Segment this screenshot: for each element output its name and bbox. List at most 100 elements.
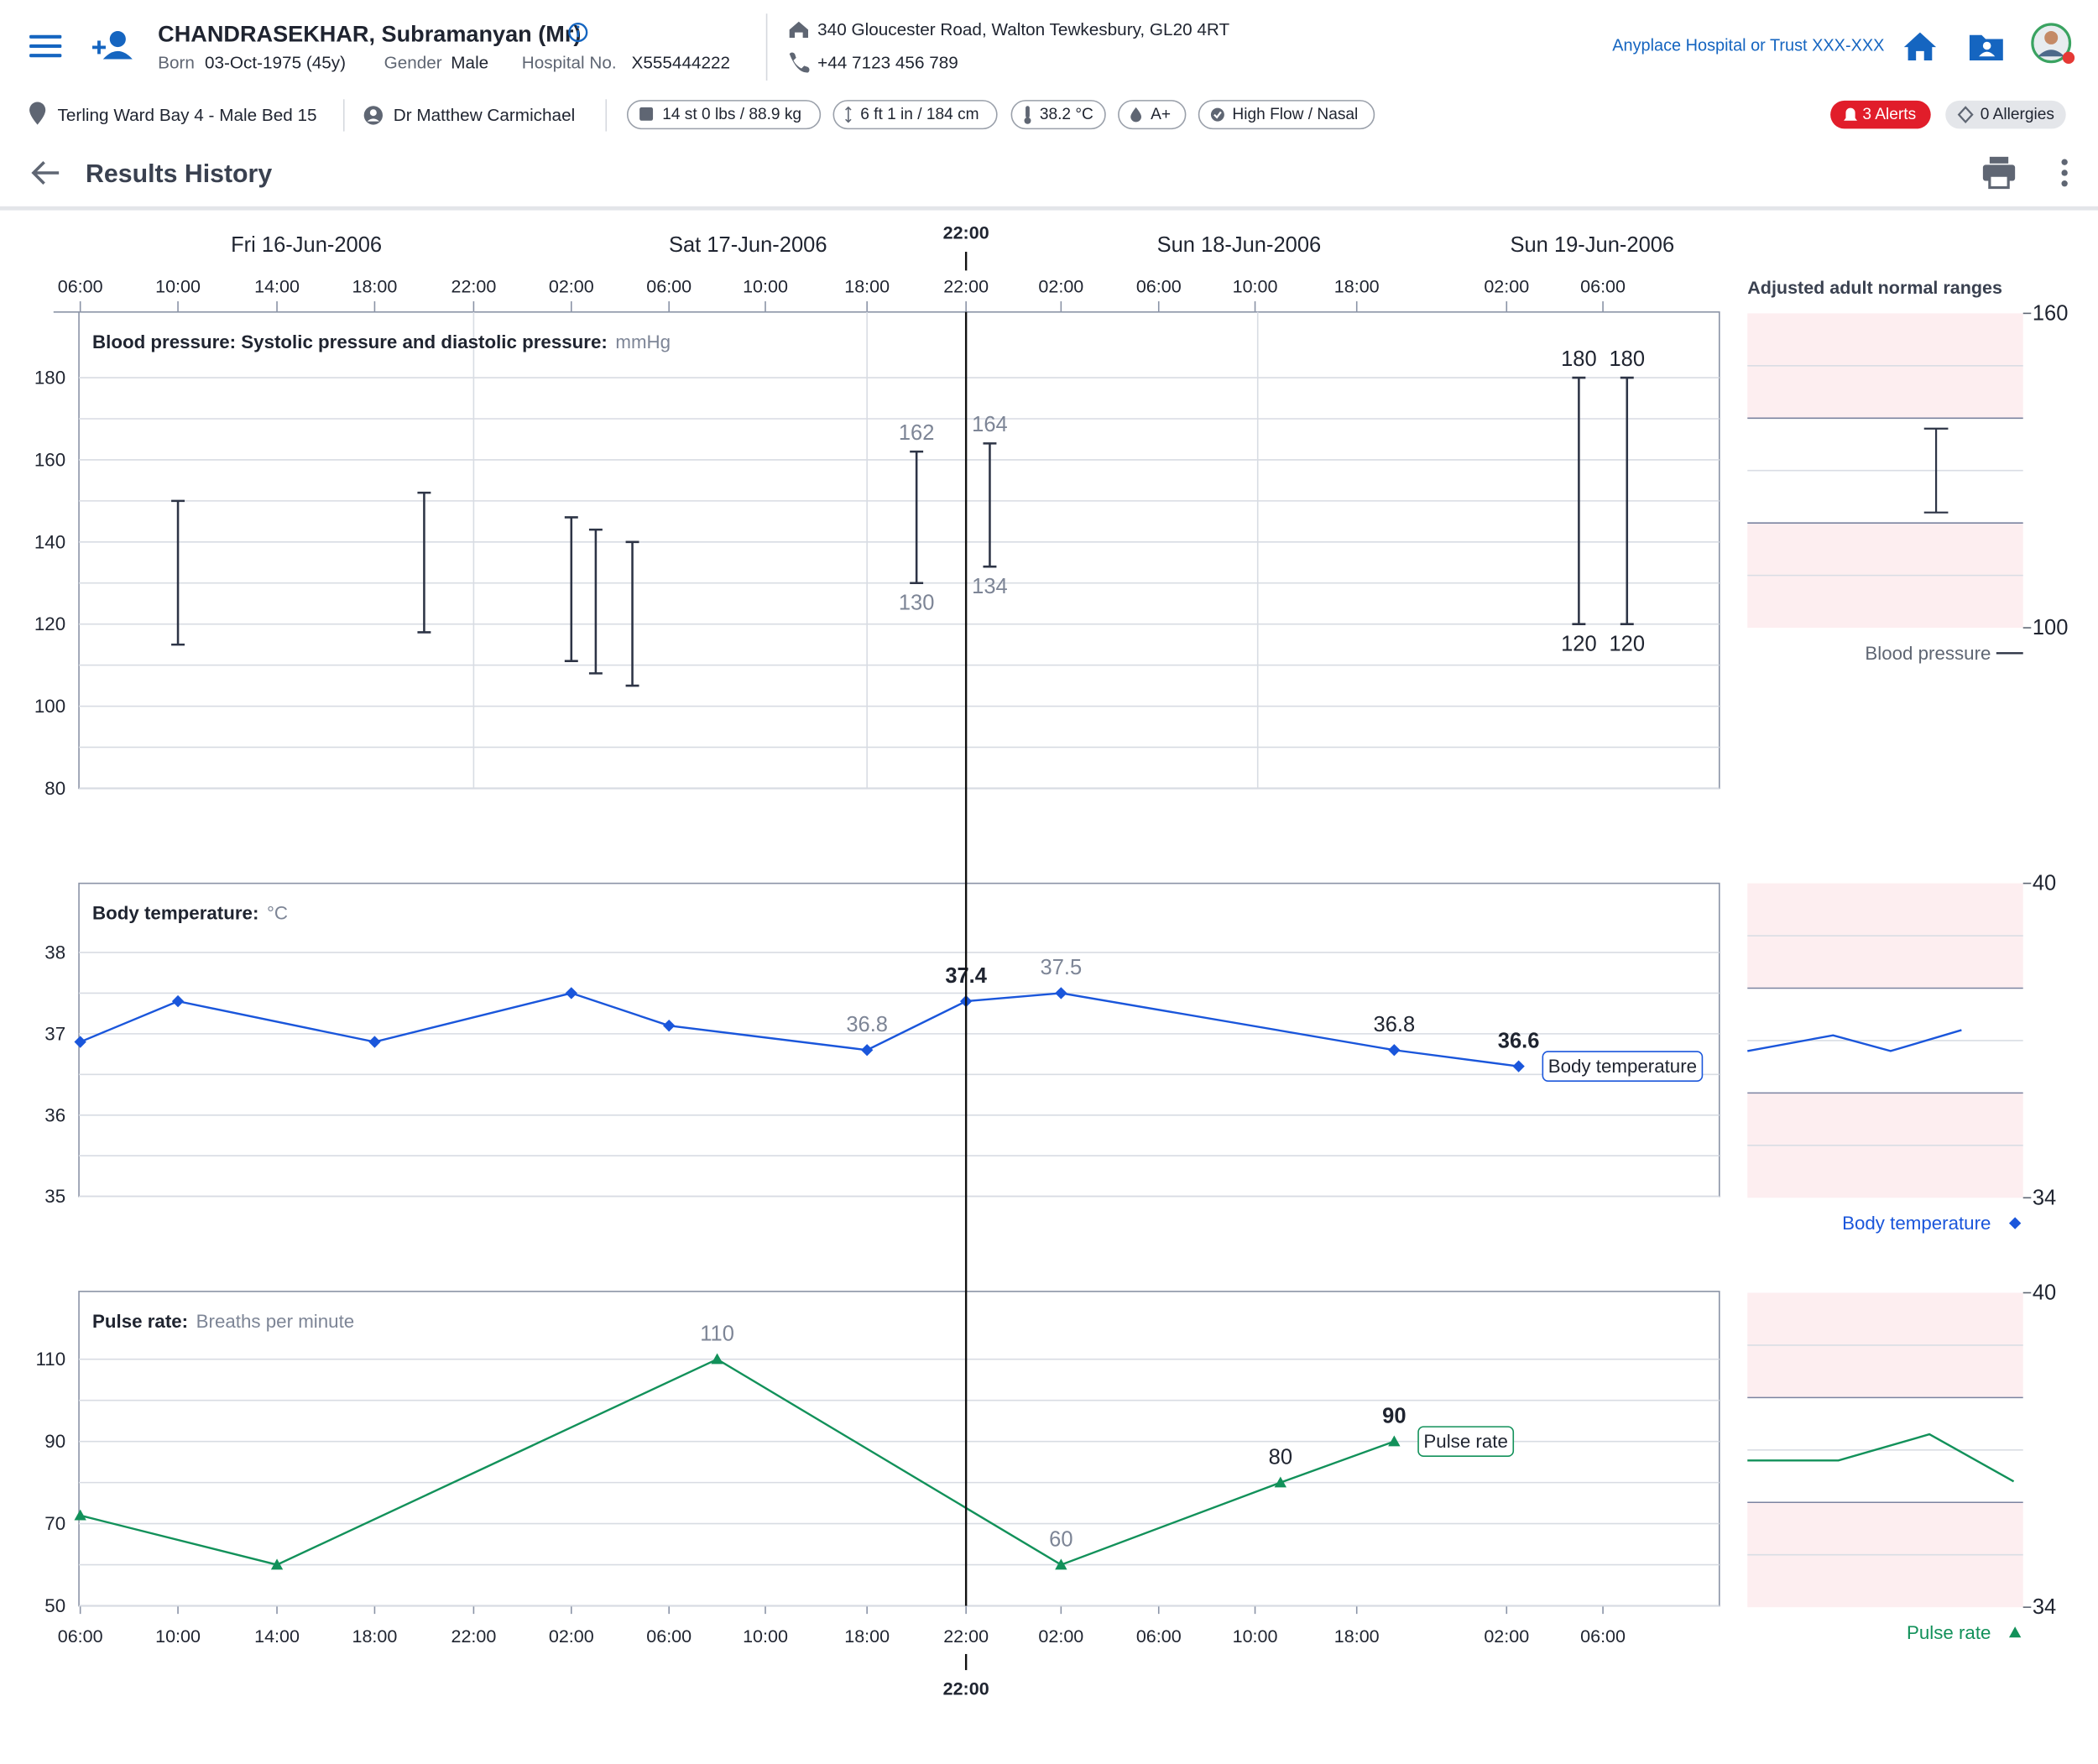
y-tick-label: 37	[44, 1023, 65, 1044]
data-point	[1388, 1044, 1401, 1057]
data-label: 180	[1561, 347, 1597, 371]
x-tick-label: 02:00	[549, 276, 594, 296]
info-button[interactable]	[568, 23, 588, 43]
data-point	[1055, 1558, 1067, 1570]
y-tick-label: 36	[44, 1104, 65, 1125]
data-point	[1512, 1060, 1525, 1072]
legend-label: Pulse rate	[1907, 1622, 1991, 1643]
legend-swatch	[2008, 1217, 2022, 1229]
x-tick-label: 06:00	[1580, 276, 1626, 296]
data-label: 36.8	[1374, 1013, 1416, 1036]
menu-button[interactable]	[29, 34, 62, 58]
x-tick-label: 06:00	[58, 276, 103, 296]
x-tick-label: 02:00	[549, 1626, 594, 1647]
blood-type-chip: A+	[1118, 100, 1187, 130]
patient-name: CHANDRASEKHAR, Subramanyan (Mr)	[158, 21, 581, 47]
y-tick-label: 40	[2033, 872, 2056, 895]
range-bar	[625, 540, 639, 687]
data-label: 60	[1049, 1527, 1072, 1551]
data-label: 180	[1610, 347, 1646, 371]
data-label: 90	[1382, 1404, 1406, 1427]
x-tick-label: 18:00	[1334, 1626, 1380, 1647]
alerts-button[interactable]: 3 Alerts	[1830, 100, 1931, 129]
data-point	[171, 994, 185, 1008]
range-bar	[910, 450, 924, 585]
more-button[interactable]	[2061, 159, 2068, 187]
data-label: 164	[972, 413, 1008, 436]
x-tick-label: 18:00	[844, 1626, 890, 1647]
plot-frame	[78, 311, 1720, 790]
range-bar	[983, 442, 997, 568]
allergies-button[interactable]: 0 Allergies	[1945, 100, 2066, 129]
oxygen-chip: High Flow / Nasal	[1198, 100, 1375, 130]
x-tick-label: 22:00	[943, 1626, 989, 1647]
svg-text:A+: A+	[1151, 106, 1171, 123]
range-bar	[588, 528, 603, 675]
data-point	[74, 1509, 86, 1521]
phone-icon	[789, 52, 810, 73]
x-tick-label: 18:00	[1334, 276, 1380, 296]
title: Blood pressure: Systolic pressure and di…	[92, 331, 608, 352]
header-shadow	[0, 206, 2098, 211]
date-heading: Sat 17-Jun-2006	[669, 233, 827, 257]
data-label: 36.6	[1498, 1029, 1540, 1052]
user-avatar[interactable]	[2031, 23, 2075, 65]
date-heading: Sun 19-Jun-2006	[1510, 233, 1674, 257]
title: Pulse rate:	[92, 1310, 188, 1331]
location-icon	[29, 102, 46, 125]
data-point	[1055, 987, 1067, 999]
range-bar	[564, 516, 578, 662]
location: Terling Ward Bay 4 - Male Bed 15	[58, 106, 317, 125]
x-tick-label: 18:00	[844, 276, 890, 296]
x-tick-label: 02:00	[1038, 1626, 1083, 1647]
cursor-label: 22:00	[943, 223, 989, 243]
data-label: 134	[972, 575, 1008, 598]
data-point	[368, 1036, 381, 1048]
y-tick-label: 34	[2033, 1595, 2056, 1619]
x-tick-label: 10:00	[155, 276, 201, 296]
born-label: Born	[158, 54, 195, 73]
date-heading: Sun 18-Jun-2006	[1157, 233, 1322, 257]
chart-title: Pulse rate: Breaths per minute	[92, 1310, 354, 1331]
data-label: 130	[899, 592, 935, 615]
unit: mmHg	[615, 331, 671, 352]
unit: °C	[267, 902, 288, 923]
x-tick-label: 10:00	[155, 1626, 201, 1647]
page-title: Results History	[86, 160, 272, 188]
y-tick-label: 120	[34, 613, 65, 634]
x-tick-label: 10:00	[743, 276, 788, 296]
chart-title: Body temperature: °C	[92, 902, 288, 923]
svg-text:High Flow / Nasal: High Flow / Nasal	[1232, 106, 1358, 123]
data-label: 80	[1269, 1445, 1292, 1469]
add-person-button[interactable]	[92, 30, 133, 60]
data-label: 110	[700, 1322, 734, 1345]
series-line	[80, 992, 1519, 1067]
y-tick-label: 100	[2033, 616, 2069, 639]
back-button[interactable]	[31, 160, 60, 185]
print-button[interactable]	[1982, 156, 2016, 190]
weight-chip: 14 st 0 lbs / 88.9 kg	[626, 100, 822, 130]
range-bar	[1620, 376, 1634, 625]
x-tick-label: 10:00	[743, 1626, 788, 1647]
home-button[interactable]	[1903, 32, 1937, 61]
series-tag: Pulse rate	[1417, 1426, 1515, 1457]
range-line	[1747, 1029, 1962, 1052]
y-tick-label: 140	[34, 531, 65, 552]
x-tick-label: 06:00	[58, 1626, 103, 1647]
clinician-icon	[363, 106, 383, 125]
data-point	[565, 987, 577, 999]
unit: Breaths per minute	[196, 1310, 355, 1331]
legend-label: Blood pressure	[1865, 643, 1991, 664]
data-point	[711, 1353, 723, 1365]
organisation-link[interactable]: Anyplace Hospital or Trust XXX-XXX	[1612, 37, 1884, 55]
range-bar	[417, 491, 431, 634]
x-tick-label: 10:00	[1233, 276, 1278, 296]
height-chip: 6 ft 1 in / 184 cm	[832, 100, 998, 130]
hospital-no-value: X555444222	[632, 54, 731, 73]
svg-text:0 Allergies: 0 Allergies	[1981, 106, 2054, 123]
y-tick-label: 80	[44, 778, 65, 799]
svg-text:14 st 0 lbs / 88.9 kg: 14 st 0 lbs / 88.9 kg	[662, 106, 801, 123]
x-tick-label: 22:00	[943, 276, 989, 296]
records-button[interactable]	[1969, 34, 2003, 61]
